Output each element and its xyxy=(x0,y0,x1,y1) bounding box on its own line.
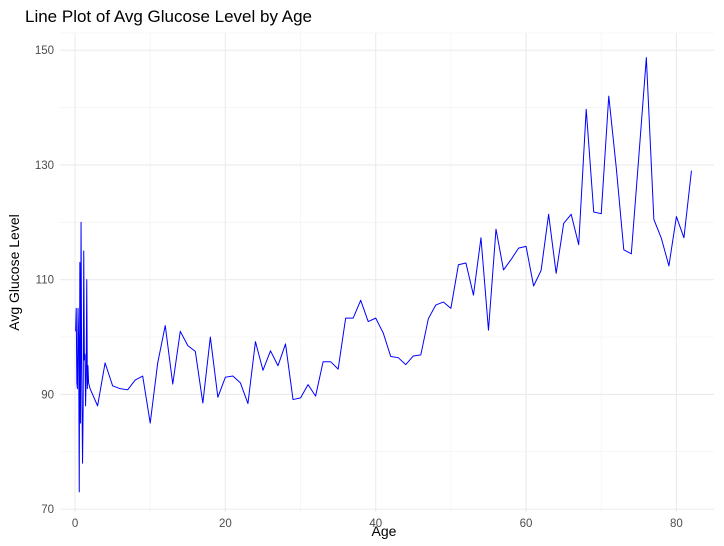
y-tick-label: 70 xyxy=(41,504,54,516)
grid xyxy=(60,32,714,512)
chart-title: Line Plot of Avg Glucose Level by Age xyxy=(25,7,312,26)
x-tick-label: 80 xyxy=(670,518,683,530)
tick-labels: 0 20 40 60 80 70 90 110 130 150 xyxy=(35,45,683,530)
y-tick-label: 110 xyxy=(36,275,54,287)
x-tick-label: 0 xyxy=(72,518,78,530)
x-axis-label: Age xyxy=(372,523,397,539)
x-tick-label: 20 xyxy=(219,518,232,530)
series-group xyxy=(75,57,692,493)
series-line xyxy=(75,57,692,493)
x-tick-label: 40 xyxy=(369,518,382,530)
y-tick-label: 90 xyxy=(41,389,54,401)
x-tick-label: 60 xyxy=(520,518,533,530)
y-tick-label: 130 xyxy=(35,160,54,172)
y-axis-label: Avg Glucose Level xyxy=(6,214,22,330)
y-tick-label: 150 xyxy=(35,45,54,57)
